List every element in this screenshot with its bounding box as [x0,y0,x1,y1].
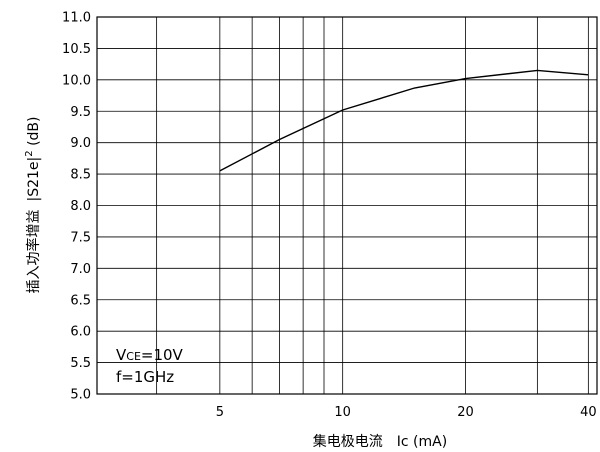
y-tick-label: 7.0 [70,262,91,277]
y-tick-label: 10.0 [62,73,91,88]
annotation-frequency: f=1GHz [116,368,174,386]
x-axis-title: 集电极电流 Ic (mA) [313,433,447,450]
y-tick-label: 7.5 [70,230,91,245]
y-tick-label: 11.0 [62,11,91,26]
y-tick-label: 6.5 [70,293,91,308]
vertical-gridlines [156,17,589,394]
y-tick-label: 6.0 [70,325,91,340]
horizontal-gridlines [97,16,597,395]
y-tick-label: 9.0 [70,136,91,151]
y-tick-label: 10.5 [62,42,91,57]
gain-curve-line [219,69,589,172]
y-tick-label: 8.0 [70,199,91,214]
x-tick-label: 10 [334,405,351,420]
y-axis-title: 插入功率增益|S21e|2 (dB) [24,117,42,294]
x-tick-label: 40 [580,405,597,420]
y-tick-labels: 11.0 10.5 10.0 9.5 9.0 8.5 8.0 7.5 7.0 6.5 6.0 5.5 5… [62,11,91,403]
annotation-vce: VCE=10V [116,346,184,364]
series-layer [219,69,589,172]
x-tick-labels: 5 10 20 40 [216,405,597,420]
x-tick-label: 20 [457,405,474,420]
y-tick-label: 5.0 [70,388,91,403]
y-tick-label: 9.5 [70,105,91,120]
y-tick-label: 8.5 [70,168,91,183]
x-tick-label: 5 [216,405,224,420]
y-tick-label: 5.5 [70,356,91,371]
plot-frame [96,16,598,395]
